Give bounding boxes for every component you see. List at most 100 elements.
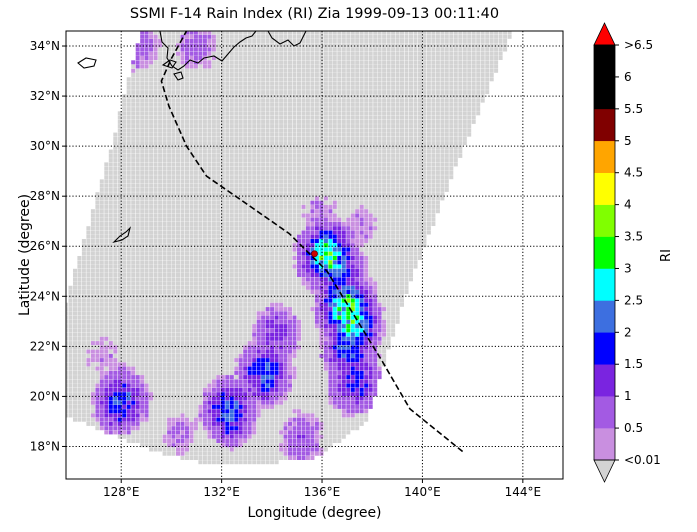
swath-pixel: [193, 268, 198, 273]
swath-pixel: [238, 319, 243, 324]
swath-pixel: [265, 447, 270, 452]
swath-pixel: [270, 226, 275, 231]
swath-pixel: [144, 196, 149, 201]
swath-pixel: [162, 260, 167, 265]
swath-pixel: [193, 166, 198, 171]
swath-pixel: [90, 387, 95, 392]
swath-pixel: [131, 187, 136, 192]
swath-pixel: [73, 324, 77, 329]
swath-pixel: [162, 413, 167, 418]
swath-pixel: [426, 132, 431, 137]
swath-pixel: [395, 311, 400, 316]
swath-pixel: [341, 136, 346, 141]
swath-pixel: [171, 400, 176, 405]
swath-pixel: [238, 456, 243, 460]
swath-pixel: [270, 413, 275, 418]
swath-pixel: [144, 230, 149, 235]
swath-pixel: [368, 273, 373, 277]
swath-pixel: [480, 85, 485, 90]
swath-pixel: [305, 85, 310, 90]
swath-pixel: [355, 102, 360, 107]
swath-pixel: [90, 268, 95, 273]
swath-pixel: [386, 213, 391, 218]
swath-pixel: [261, 136, 266, 141]
swath-pixel: [292, 281, 297, 286]
swath-pixel: [368, 102, 373, 107]
swath-pixel: [283, 273, 288, 277]
swath-pixel: [180, 226, 185, 231]
swath-pixel: [189, 158, 194, 163]
swath-pixel: [220, 277, 225, 282]
swath-pixel: [440, 162, 445, 167]
swath-pixel: [216, 362, 221, 367]
swath-pixel: [234, 239, 239, 243]
swath-pixel: [220, 302, 225, 307]
swath-pixel: [234, 260, 239, 265]
swath-pixel: [211, 260, 216, 265]
swath-pixel: [198, 358, 203, 363]
swath-pixel: [171, 375, 176, 380]
swath-pixel: [292, 209, 297, 214]
swath-pixel: [431, 158, 436, 163]
swath-pixel: [368, 115, 373, 120]
swath-pixel: [193, 239, 198, 243]
swath-pixel: [238, 98, 243, 103]
swath-pixel: [234, 183, 239, 188]
swath-pixel: [422, 90, 427, 95]
swath-pixel: [207, 226, 212, 231]
swath-pixel: [256, 447, 261, 452]
swath-pixel: [185, 141, 189, 146]
swath-pixel: [431, 204, 436, 209]
swath-pixel: [162, 111, 167, 116]
swath-pixel: [364, 111, 369, 116]
swath-pixel: [229, 324, 234, 329]
swath-pixel: [274, 158, 279, 163]
swath-pixel: [180, 358, 185, 363]
swath-pixel: [247, 213, 252, 218]
swath-pixel: [122, 175, 127, 180]
swath-pixel: [274, 260, 279, 265]
swath-pixel: [323, 136, 328, 141]
swath-pixel: [256, 98, 261, 103]
swath-pixel: [95, 239, 100, 243]
swath-pixel: [185, 115, 189, 120]
swath-pixel: [73, 315, 77, 320]
swath-pixel: [274, 175, 279, 180]
swath-pixel: [288, 179, 292, 184]
swath-pixel: [216, 302, 221, 307]
swath-pixel: [158, 204, 163, 209]
swath-pixel: [364, 243, 369, 248]
swath-pixel: [413, 166, 418, 171]
swath-pixel: [314, 98, 319, 103]
swath-pixel: [270, 170, 275, 175]
swath-pixel: [265, 260, 270, 265]
swath-pixel: [382, 315, 387, 320]
swath-pixel: [122, 264, 127, 269]
swath-pixel: [270, 145, 275, 150]
swath-pixel: [292, 187, 297, 192]
swath-pixel: [171, 311, 176, 316]
swath-pixel: [261, 115, 266, 120]
swath-pixel: [238, 247, 243, 252]
swath-pixel: [261, 192, 266, 197]
swath-pixel: [180, 187, 185, 192]
swath-pixel: [176, 204, 180, 209]
swath-pixel: [180, 281, 185, 286]
swath-pixel: [108, 187, 113, 192]
swath-pixel: [328, 141, 333, 146]
swath-pixel: [225, 256, 230, 260]
swath-pixel: [297, 230, 301, 235]
swath-pixel: [149, 268, 154, 273]
swath-pixel: [247, 460, 252, 465]
swath-pixel: [180, 328, 185, 333]
swath-pixel: [95, 307, 100, 312]
swath-pixel: [243, 149, 248, 154]
swath-pixel: [243, 341, 248, 346]
swath-pixel: [185, 162, 189, 167]
swath-pixel: [153, 353, 158, 358]
swath-pixel: [292, 222, 297, 226]
swath-pixel: [131, 98, 136, 103]
swath-pixel: [395, 319, 400, 324]
swath-pixel: [180, 345, 185, 350]
swath-pixel: [382, 243, 387, 248]
